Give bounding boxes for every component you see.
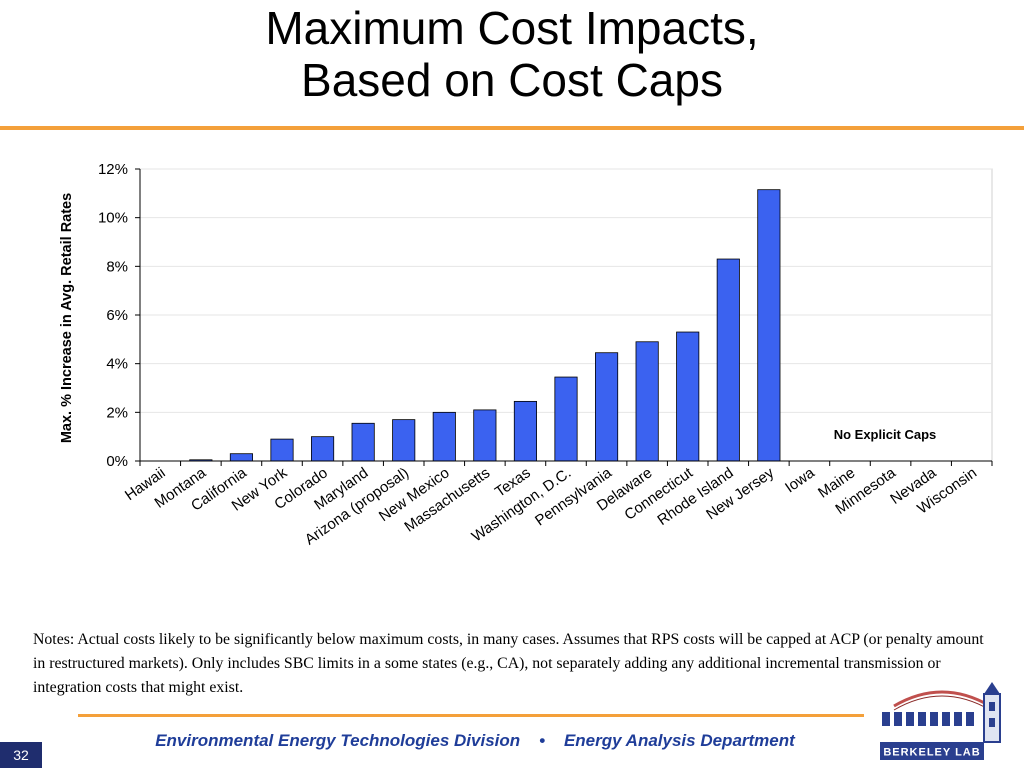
bar [229, 453, 253, 462]
no-explicit-caps-annotation: No Explicit Caps [834, 427, 937, 442]
y-tick-label: 2% [106, 404, 128, 421]
y-axis-label: Max. % Increase in Avg. Retail Rates [59, 193, 75, 443]
bar [757, 189, 781, 462]
logo-text: BERKELEY LAB [883, 747, 980, 759]
bar [432, 411, 456, 462]
bar [676, 331, 700, 462]
bar [473, 409, 497, 462]
y-tick-label: 10% [98, 210, 128, 227]
footer-divider [78, 714, 864, 717]
y-tick-label: 12% [98, 161, 128, 178]
bar-chart: 0%2%4%6%8%10%12%HawaiiMontanaCaliforniaN… [59, 161, 993, 549]
berkeley-lab-logo: BERKELEY LAB [880, 682, 1001, 760]
x-tick-label: Iowa [782, 464, 818, 496]
title-line-1: Maximum Cost Impacts, [265, 2, 759, 54]
title-divider [0, 126, 1024, 130]
footer-separator: • [539, 731, 546, 750]
bar [270, 438, 294, 462]
slide-title: Maximum Cost Impacts, Based on Cost Caps [0, 2, 1024, 106]
y-tick-label: 8% [106, 258, 128, 275]
notes-text: Notes: Actual costs likely to be signifi… [33, 631, 984, 696]
axes [135, 168, 993, 466]
footer-division: Environmental Energy Technologies Divisi… [155, 731, 521, 750]
bar [513, 400, 537, 462]
bar [595, 352, 619, 462]
bar [311, 436, 335, 462]
footer: Environmental Energy Technologies Divisi… [0, 731, 950, 751]
bar [351, 422, 375, 462]
y-tick-label: 6% [106, 307, 128, 324]
bar [392, 419, 416, 462]
page-number: 32 [0, 742, 42, 768]
tick-labels: 0%2%4%6%8%10%12%HawaiiMontanaCaliforniaN… [98, 161, 980, 549]
y-tick-label: 4% [106, 356, 128, 373]
bar [554, 376, 578, 462]
bar [635, 341, 659, 462]
y-tick-label: 0% [106, 453, 128, 470]
bar [716, 258, 740, 462]
title-line-2: Based on Cost Caps [301, 54, 723, 106]
bars [189, 189, 781, 462]
footer-department: Energy Analysis Department [563, 731, 795, 750]
